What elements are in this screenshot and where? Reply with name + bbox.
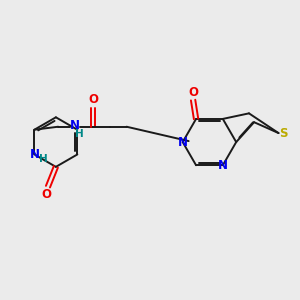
Text: N: N — [29, 148, 39, 161]
Text: H: H — [75, 129, 83, 139]
Text: H: H — [39, 154, 48, 164]
Text: N: N — [218, 159, 228, 172]
Text: O: O — [41, 188, 51, 201]
Text: O: O — [88, 94, 98, 106]
Text: N: N — [70, 119, 80, 132]
Text: N: N — [178, 136, 188, 148]
Text: O: O — [188, 86, 198, 99]
Text: S: S — [279, 127, 288, 140]
